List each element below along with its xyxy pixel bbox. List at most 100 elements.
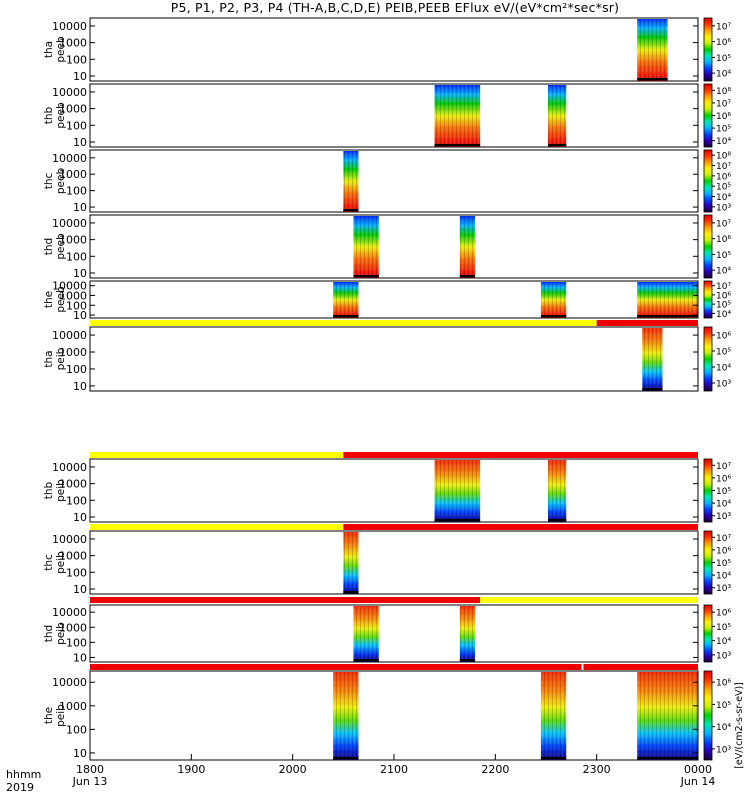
panel-instrument-label: peib [55,704,67,727]
colorbar-gradient [703,530,713,595]
burst-floor-line [434,519,481,521]
y-tick-label: 100 [66,185,87,198]
mode-bar-segment [343,452,698,458]
panel-thd-peeb: thd peeb 10 100 1000 10000 [43,214,699,280]
colorbar-gradient [703,326,713,392]
colorbar-tick-label: 10⁵ [716,183,731,193]
y-tick-label: 10000 [52,533,87,546]
y-tick-label: 10000 [52,676,87,689]
burst-texture [434,460,481,522]
y-tick-label: 100 [66,636,87,649]
y-tick-label: 10000 [52,20,87,33]
y-tick-label: 10 [73,201,87,214]
burst-texture [637,282,698,318]
colorbar-tick-label: 10⁸ [716,87,731,97]
panel-instrument-label: peeb [55,286,67,313]
y-tick-label: 1000 [59,168,87,181]
panel-the-peib: the peib 10 100 1000 10000 [43,670,699,761]
y-tick-label: 10000 [52,329,87,342]
colorbar-tick-label: 10⁷ [716,462,731,472]
x-tick-label: 2300 [583,763,611,776]
colorbar-tick-label: 10⁷ [716,219,731,229]
mode-bar-segment [90,452,344,458]
colorbar-tick-label: 10⁴ [716,193,731,203]
panel-frame [89,214,699,279]
y-tick-label: 1000 [59,621,87,634]
burst-floor-line [434,144,481,146]
colorbar-tick-label: 10⁴ [716,723,731,733]
panel-probe-label: tha [43,350,55,367]
panel-instrument-label: peeb [55,36,67,63]
colorbar-the-peib: 10³ 10⁴ 10⁵ 10⁶ [eV/(cm2-s-sr-eV)] [703,670,745,769]
y-tick-label: 10000 [52,86,87,99]
mode-bar [90,452,698,458]
burst-floor-line [548,144,567,146]
colorbar-tick-label: 10⁵ [716,348,731,358]
y-tick-label: 10 [73,136,87,149]
colorbar-thc-peib: 10³ 10⁴ 10⁵ 10⁶ 10⁷ [703,530,731,595]
y-tick-label: 1000 [59,103,87,116]
panel-instrument-label: peeb [55,168,67,195]
footer-year-label: 2019 [6,781,34,794]
panel-probe-label: thb [43,481,55,499]
colorbar-tick-label: 10⁵ [716,301,731,311]
panel-probe-label: thd [43,625,55,642]
colorbar-thb-peeb: 10⁴ 10⁵ 10⁶ 10⁷ 10⁸ [703,83,731,148]
y-tick-label: 10 [73,511,87,524]
colorbar-gradient [703,458,713,523]
colorbar-tick-label: 10³ [716,512,731,522]
mode-bar-segment [90,664,582,670]
burst-floor-line [353,659,379,661]
colorbar-tick-label: 10⁵ [716,251,731,261]
burst-texture [637,672,698,760]
colorbar-tick-label: 10³ [716,584,731,594]
panel-probe-label: the [43,291,55,308]
panel-frame [89,604,699,663]
y-tick-label: 100 [66,119,87,132]
x-tick-label: 2100 [380,763,408,776]
colorbar-tick-label: 10⁵ [716,487,731,497]
page-title: P5, P1, P2, P3, P4 (TH-A,B,C,D,E) PEIB,P… [170,0,620,15]
panel-instrument-label: peib [55,622,67,645]
mode-bar-segment [583,664,698,670]
y-tick-label: 10000 [52,152,87,165]
colorbar-unit-label: [eV/(cm2-s-sr-eV)] [734,682,745,769]
burst-floor-line [343,209,359,211]
x-tick-label: 2200 [481,763,509,776]
colorbar-tick-label: 10⁸ [716,152,731,162]
panel-instrument-label: peib [55,479,67,502]
mode-bar-segment [343,524,698,530]
colorbar-tha-peib: 10³ 10⁴ 10⁵ 10⁶ [703,326,731,392]
y-tick-label: 10 [73,70,87,83]
panel-thb-peeb: thb peeb 10 100 1000 10000 [43,83,699,149]
burst-floor-line [333,315,359,317]
burst-texture [353,216,379,278]
colorbar-tick-label: 10⁴ [716,637,731,647]
panel-instrument-label: peib [55,347,67,370]
panel-probe-label: tha [43,41,55,58]
burst-texture [353,606,379,662]
panel-tha-peib: tha peib 10 100 1000 10000 [43,326,699,393]
y-tick-label: 10 [73,267,87,280]
panel-probe-label: thb [43,106,55,124]
colorbar-tick-label: 10⁶ [716,679,731,689]
colorbar-tick-label: 10⁷ [716,99,731,109]
colorbar-tick-label: 10⁶ [716,38,731,48]
panel-frame [89,280,699,319]
colorbar-gradient [703,83,713,148]
mode-bars-layer [90,320,698,670]
colorbar-tick-label: 10⁴ [716,137,731,147]
colorbar-tick-label: 10⁵ [716,701,731,711]
panel-frame [89,326,699,392]
burst-texture [343,532,359,594]
colorbar-gradient [703,670,713,761]
burst-texture [642,328,663,391]
y-tick-label: 10000 [52,217,87,230]
panel-thd-peib: thd peib 10 100 1000 10000 [43,604,699,664]
mode-bar [90,664,698,670]
mode-bar-segment [90,320,597,326]
burst-floor-line [459,275,476,277]
mode-bar-segment [596,320,698,326]
